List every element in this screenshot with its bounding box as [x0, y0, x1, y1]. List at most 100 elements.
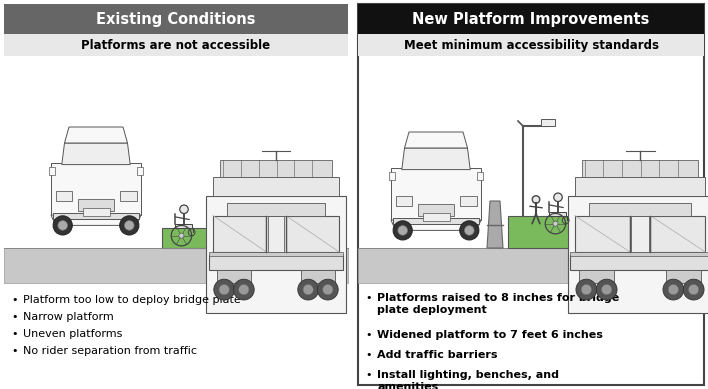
Bar — [213, 177, 339, 196]
Circle shape — [683, 279, 704, 300]
Circle shape — [53, 216, 72, 235]
Bar — [209, 254, 343, 270]
Bar — [227, 203, 325, 216]
Text: •: • — [12, 295, 18, 305]
Text: New Platform Improvements: New Platform Improvements — [412, 12, 650, 26]
Bar — [51, 163, 141, 215]
Text: •: • — [366, 350, 372, 360]
Text: Existing Conditions: Existing Conditions — [96, 12, 256, 26]
Bar — [358, 4, 704, 385]
Bar — [268, 216, 285, 252]
Bar — [549, 212, 566, 216]
Text: No rider separation from traffic: No rider separation from traffic — [23, 346, 197, 356]
Bar — [571, 254, 708, 270]
Circle shape — [239, 284, 249, 295]
Bar — [358, 248, 704, 283]
Bar — [477, 172, 483, 180]
Bar — [358, 4, 704, 34]
Circle shape — [323, 284, 333, 295]
Polygon shape — [64, 127, 127, 143]
Text: Uneven platforms: Uneven platforms — [23, 329, 122, 339]
Polygon shape — [62, 143, 130, 165]
Bar — [389, 172, 394, 180]
Circle shape — [179, 233, 184, 238]
Bar — [575, 177, 705, 196]
Bar — [358, 34, 704, 56]
Bar — [301, 270, 335, 283]
Bar — [4, 248, 348, 283]
Text: Meet minimum accessibility standards: Meet minimum accessibility standards — [404, 39, 658, 51]
Polygon shape — [404, 132, 467, 148]
Bar — [4, 4, 348, 34]
Circle shape — [234, 279, 254, 300]
Bar — [423, 213, 450, 221]
Polygon shape — [487, 201, 503, 248]
Bar — [393, 217, 479, 224]
Circle shape — [532, 196, 539, 203]
Text: Platforms are not accessible: Platforms are not accessible — [81, 39, 270, 51]
Circle shape — [581, 284, 592, 295]
Bar — [120, 191, 137, 201]
Bar — [568, 196, 708, 313]
Circle shape — [596, 279, 617, 300]
Bar — [83, 208, 110, 216]
Circle shape — [459, 221, 479, 240]
Bar — [589, 203, 691, 216]
Bar — [78, 199, 114, 211]
Bar — [418, 204, 454, 216]
Bar — [650, 216, 705, 252]
Bar — [175, 224, 192, 228]
Circle shape — [214, 279, 234, 300]
Bar — [53, 213, 139, 219]
Bar — [571, 252, 708, 256]
Polygon shape — [391, 220, 481, 230]
Bar — [575, 216, 630, 252]
Circle shape — [120, 216, 139, 235]
Polygon shape — [51, 215, 141, 225]
Bar — [582, 159, 698, 177]
Circle shape — [668, 284, 678, 295]
Bar — [541, 119, 555, 126]
Bar — [396, 196, 411, 206]
Text: •: • — [366, 330, 372, 340]
Text: Add traffic barriers: Add traffic barriers — [377, 350, 498, 360]
Circle shape — [464, 226, 474, 235]
Bar — [220, 159, 332, 177]
Bar — [632, 216, 649, 252]
Circle shape — [58, 221, 67, 230]
Bar — [206, 196, 346, 313]
Circle shape — [317, 279, 338, 300]
Text: Widened platform to 7 feet 6 inches: Widened platform to 7 feet 6 inches — [377, 330, 603, 340]
Circle shape — [663, 279, 684, 300]
Circle shape — [688, 284, 699, 295]
Text: Platforms raised to 8 inches for bridge
plate deployment: Platforms raised to 8 inches for bridge … — [377, 293, 620, 315]
Circle shape — [602, 284, 612, 295]
Bar — [508, 216, 583, 248]
Bar — [579, 270, 614, 283]
Bar — [209, 252, 343, 256]
Circle shape — [298, 279, 319, 300]
Bar — [137, 167, 143, 175]
Circle shape — [393, 221, 412, 240]
Text: •: • — [366, 293, 372, 303]
Bar — [666, 270, 701, 283]
Text: Platform too low to deploy bridge plate: Platform too low to deploy bridge plate — [23, 295, 241, 305]
Bar — [213, 216, 266, 252]
Text: •: • — [12, 312, 18, 322]
Text: •: • — [12, 329, 18, 339]
Bar — [460, 196, 476, 206]
Bar — [49, 167, 55, 175]
Bar — [217, 270, 251, 283]
Text: •: • — [12, 346, 18, 356]
Circle shape — [303, 284, 314, 295]
Bar — [391, 168, 481, 220]
Bar — [4, 34, 348, 56]
Circle shape — [125, 221, 134, 230]
Text: Narrow platform: Narrow platform — [23, 312, 114, 322]
Circle shape — [398, 226, 408, 235]
Text: •: • — [366, 370, 372, 380]
Bar — [162, 228, 212, 248]
Bar — [286, 216, 339, 252]
Bar — [55, 191, 72, 201]
Circle shape — [554, 193, 562, 202]
